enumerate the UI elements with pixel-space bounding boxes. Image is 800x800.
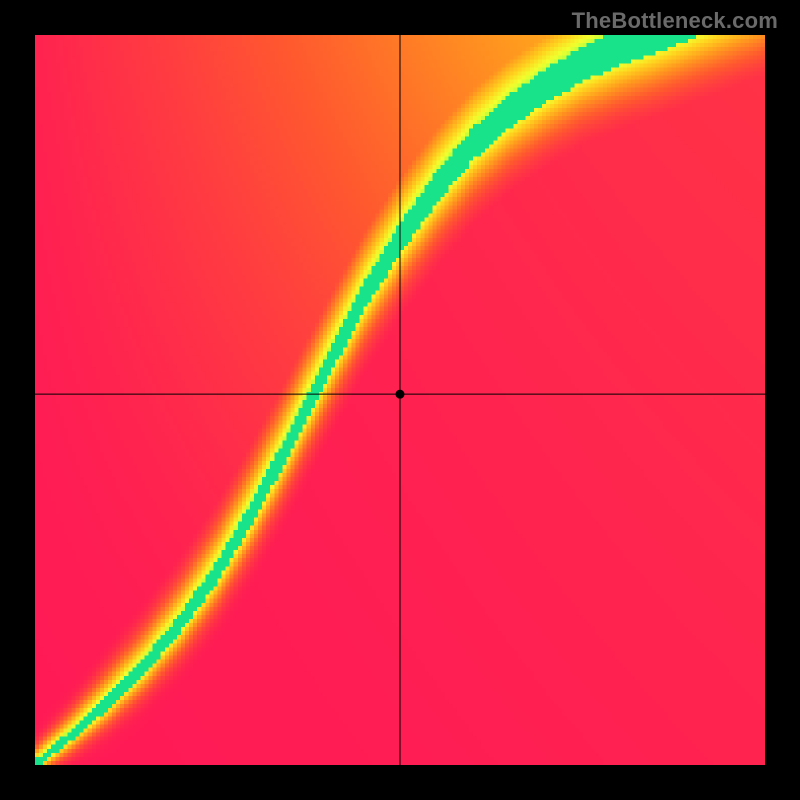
heatmap-canvas — [35, 35, 765, 765]
heatmap-plot — [35, 35, 765, 765]
watermark-text: TheBottleneck.com — [572, 8, 778, 34]
figure-container: TheBottleneck.com — [0, 0, 800, 800]
